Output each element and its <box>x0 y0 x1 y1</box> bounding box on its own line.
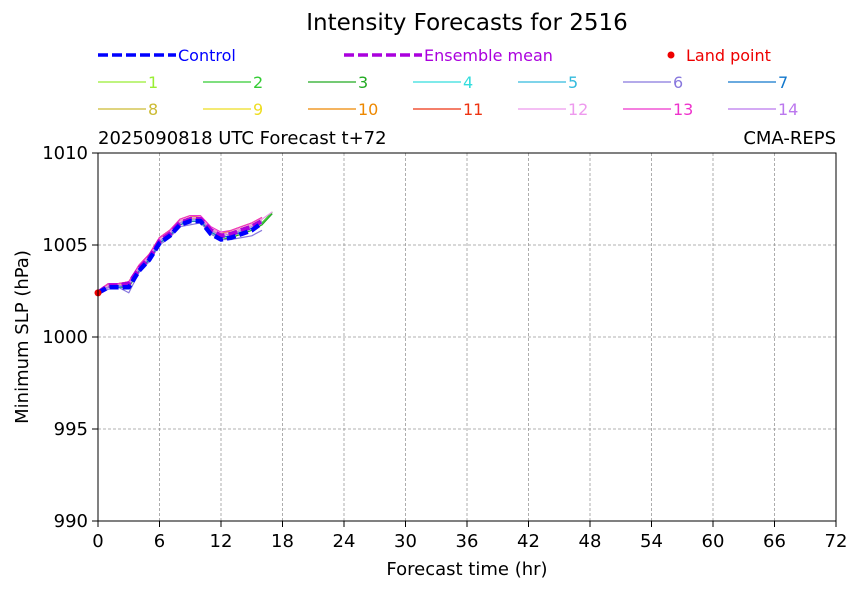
y-tick-label: 1005 <box>42 235 88 256</box>
x-axis-label: Forecast time (hr) <box>386 559 547 580</box>
legend-label: 1 <box>148 73 158 92</box>
grid <box>98 153 836 521</box>
legend-label: 7 <box>778 73 788 92</box>
x-tick-label: 36 <box>456 531 479 552</box>
legend-label: 9 <box>253 100 263 119</box>
series-lines <box>96 211 273 296</box>
x-tick-label: 30 <box>394 531 417 552</box>
y-tick-label: 1010 <box>42 143 88 164</box>
legend-label: 12 <box>568 100 588 119</box>
plot-frame <box>97 152 837 522</box>
y-tick-label: 1000 <box>42 327 88 348</box>
legend-label: 8 <box>148 100 158 119</box>
legend-label: 14 <box>778 100 798 119</box>
x-tick-label: 54 <box>640 531 663 552</box>
x-tick-label: 0 <box>92 531 103 552</box>
y-axis-label: Minimum SLP (hPa) <box>12 250 33 424</box>
legend-label: Land point <box>686 46 771 65</box>
x-tick-label: 18 <box>271 531 294 552</box>
legend-swatch <box>667 51 675 59</box>
legend-label: Control <box>178 46 236 65</box>
legend-label: 3 <box>358 73 368 92</box>
legend-label: 6 <box>673 73 683 92</box>
x-tick-label: 72 <box>825 531 848 552</box>
x-tick-label: 60 <box>702 531 725 552</box>
x-tick-label: 42 <box>517 531 540 552</box>
x-tick-label: 66 <box>763 531 786 552</box>
x-tick-label: 48 <box>579 531 602 552</box>
x-tick-label: 12 <box>210 531 233 552</box>
legend-label: 4 <box>463 73 473 92</box>
y-axis-ticks: 990 995 1000 1005 1010 <box>42 143 98 532</box>
chart-title: Intensity Forecasts for 2516 <box>306 10 628 36</box>
legend-label: 13 <box>673 100 693 119</box>
forecast-init-label: 2025090818 UTC Forecast t+72 <box>98 128 387 149</box>
legend-label: 10 <box>358 100 378 119</box>
y-tick-label: 990 <box>54 511 88 532</box>
legend-label: 2 <box>253 73 263 92</box>
legend-label: 11 <box>463 100 483 119</box>
y-tick-label: 995 <box>54 419 88 440</box>
x-axis-ticks: 0 6 12 18 24 30 36 42 48 54 60 66 72 <box>92 521 847 552</box>
series-line-control <box>96 218 264 295</box>
legend-label: Ensemble mean <box>424 46 553 65</box>
x-tick-label: 24 <box>333 531 356 552</box>
x-tick-label: 6 <box>154 531 165 552</box>
legend-label: 5 <box>568 73 578 92</box>
model-label: CMA-REPS <box>743 128 836 149</box>
series-line-ensemble-mean <box>96 216 264 295</box>
